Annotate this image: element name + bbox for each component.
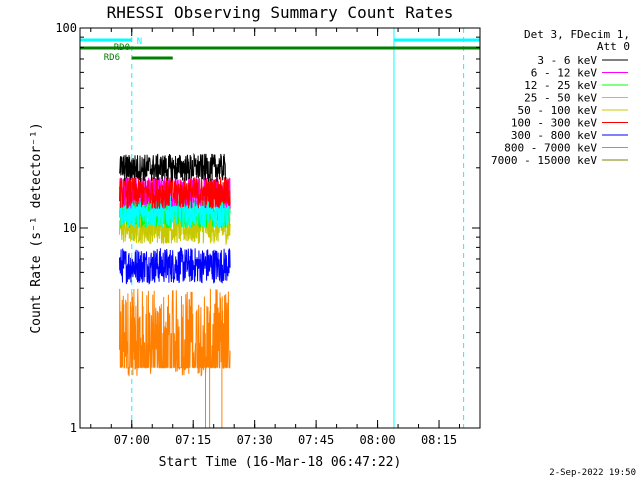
series-line-0 xyxy=(119,152,227,182)
legend-label-4: 50 - 100 keV xyxy=(518,104,598,117)
y-tick-label-0: 1 xyxy=(70,421,77,435)
x-tick-label-5: 08:15 xyxy=(421,433,457,447)
legend-label-7: 800 - 7000 keV xyxy=(504,142,597,155)
x-tick-label-0: 07:00 xyxy=(114,433,150,447)
series-line-7 xyxy=(119,288,231,377)
x-axis-label: Start Time (16-Mar-18 06:47:22) xyxy=(159,455,402,470)
legend-label-1: 6 - 12 keV xyxy=(531,67,598,80)
series-line-6 xyxy=(119,247,231,285)
x-tick-label-4: 08:00 xyxy=(360,433,396,447)
legend-label-6: 300 - 800 keV xyxy=(511,129,597,142)
legend-label-3: 25 - 50 keV xyxy=(524,92,597,105)
y-tick-label-1: 10 xyxy=(63,221,77,235)
flag-label-rd6: RD6 xyxy=(104,53,120,63)
y-tick-label-2: 100 xyxy=(55,21,77,35)
flag-label-n: N xyxy=(137,37,142,47)
legend-title-line-0: Det 3, FDecim 1, xyxy=(524,28,630,41)
axis-layer: 1 10 100 07:00 07:15 07:30 07:45 08:00 08:15 xyxy=(55,21,481,447)
legend-label-0: 3 - 6 keV xyxy=(537,54,597,67)
footer-date: 2-Sep-2022 19:50 xyxy=(549,468,636,478)
legend-label-5: 100 - 300 keV xyxy=(511,117,597,130)
x-tick-label-2: 07:30 xyxy=(237,433,273,447)
y-axis-label: Count Rate (s⁻¹ detector⁻¹) xyxy=(29,122,44,333)
data-layer xyxy=(79,28,465,428)
legend-label-8: 7000 - 15000 keV xyxy=(491,154,597,167)
x-tick-label-3: 07:45 xyxy=(298,433,334,447)
flag-label-rd0: RD0 xyxy=(114,43,130,53)
legend-label-2: 12 - 25 keV xyxy=(524,79,597,92)
legend-title-line-1: Att 0 xyxy=(597,40,630,53)
series-line-5 xyxy=(119,176,231,209)
chart-title: RHESSI Observing Summary Count Rates xyxy=(107,3,454,22)
x-tick-label-1: 07:15 xyxy=(175,433,211,447)
